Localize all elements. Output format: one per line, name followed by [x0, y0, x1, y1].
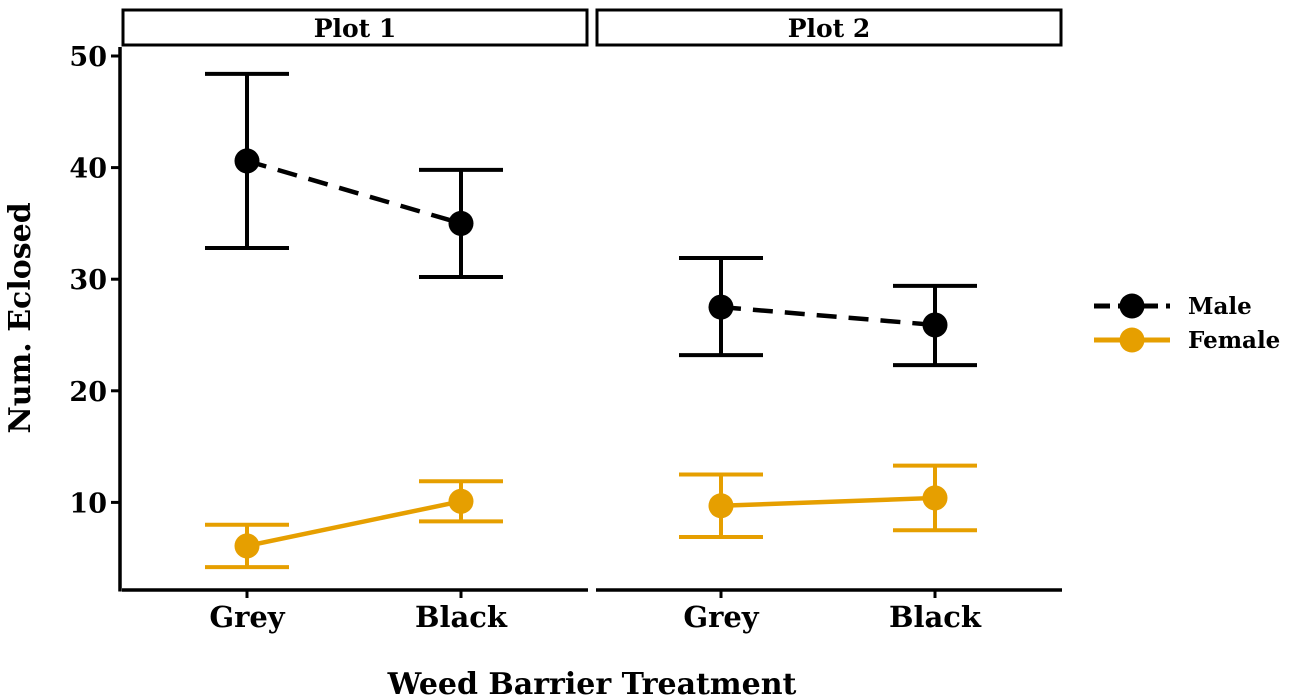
series-male [679, 255, 977, 368]
data-point [922, 485, 948, 511]
facet-panel: Plot 2 Grey Black [595, 8, 1063, 634]
strip-box [121, 8, 589, 47]
legend-item-female: Female [1094, 327, 1280, 354]
legend-item-male: Male [1094, 293, 1252, 320]
facet-panel: Plot 1 Grey Black [121, 8, 589, 634]
strip-label: Plot 1 [314, 14, 397, 43]
y-tick-label: 50 [69, 42, 107, 73]
y-tick-label: 20 [69, 377, 107, 408]
legend: Male Female [1094, 293, 1280, 354]
legend-label: Female [1188, 327, 1280, 354]
series-female [205, 479, 503, 570]
legend-label: Male [1188, 293, 1252, 320]
data-point [448, 488, 474, 514]
data-point [234, 533, 260, 559]
y-axis-title: Num. Eclosed [3, 202, 38, 433]
data-point [234, 148, 260, 174]
x-tick-label: Grey [209, 600, 285, 634]
series-line [720, 304, 936, 328]
series-line [720, 495, 936, 508]
series-male [205, 71, 503, 279]
data-point [448, 210, 474, 236]
x-tick-label: Black [889, 600, 982, 634]
data-point [708, 294, 734, 320]
legend-key-point [1119, 327, 1145, 353]
x-axis-title: Weed Barrier Treatment [387, 667, 797, 700]
data-point [922, 312, 948, 338]
data-point [708, 493, 734, 519]
series-line [246, 158, 462, 226]
x-tick-label: Black [415, 600, 508, 634]
x-tick-label: Grey [683, 600, 759, 634]
series-female [679, 463, 977, 539]
legend-key-point [1119, 293, 1145, 319]
series-line [246, 499, 462, 549]
y-tick-label: 40 [69, 154, 107, 185]
strip-box [595, 8, 1063, 47]
strip-label: Plot 2 [788, 14, 871, 43]
y-axis: 10 20 30 40 50 [69, 42, 122, 592]
facet-panels: Plot 1 Grey Black Plot 2 Grey Black [121, 8, 1063, 634]
y-tick-label: 10 [69, 488, 107, 519]
y-tick-label: 30 [69, 265, 107, 296]
